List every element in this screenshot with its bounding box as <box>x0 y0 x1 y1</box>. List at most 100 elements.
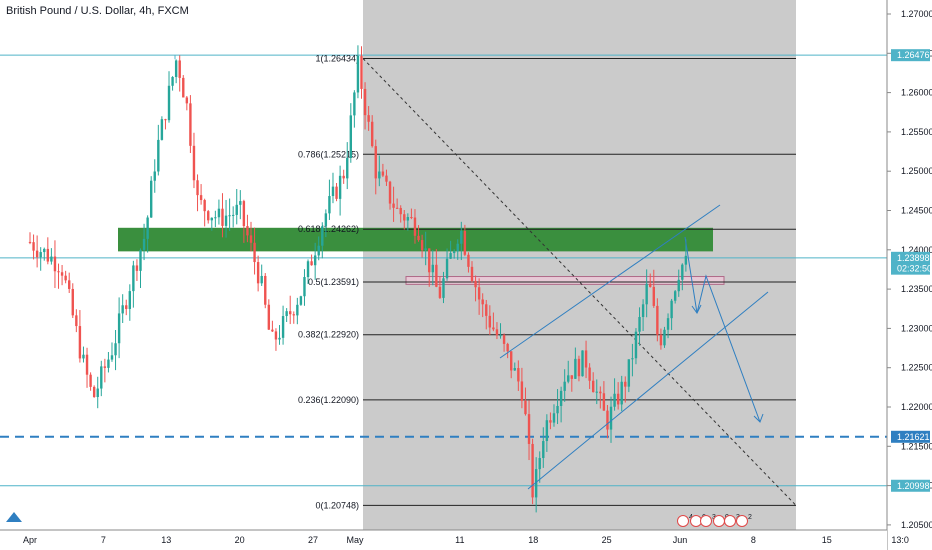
candle-body-70 <box>278 337 281 340</box>
price-tag-bg-4 <box>891 479 930 492</box>
candle-body-100 <box>385 175 388 182</box>
candle-body-166 <box>620 381 623 405</box>
candle-body-1 <box>32 242 35 251</box>
price-tick-label-6: 1.24000 <box>901 245 932 255</box>
candle-body-61 <box>246 226 249 236</box>
chart-title: British Pound / U.S. Dollar, 4h, FXCM <box>6 5 189 17</box>
candle-body-163 <box>609 406 613 430</box>
candle-body-60 <box>242 201 246 227</box>
candle-body-132 <box>499 335 502 337</box>
candle-body-138 <box>520 381 524 401</box>
candle-body-174 <box>649 283 652 287</box>
event-badge-label-0: 4 <box>689 514 693 521</box>
candle-body-19 <box>96 388 99 398</box>
candlesticks <box>28 45 688 513</box>
candle-body-69 <box>274 331 278 340</box>
candle-body-74 <box>292 314 295 316</box>
candle-body-31 <box>139 249 142 271</box>
candle-body-140 <box>527 414 531 444</box>
price-tag-label-0: 1.26476 <box>897 50 930 60</box>
candle-body-128 <box>485 304 488 316</box>
time-tick-label-3: 20 <box>235 535 245 545</box>
time-tick-label-4: 27 <box>308 535 318 545</box>
candle-body-167 <box>624 381 627 387</box>
projection-arrow-2 <box>753 413 764 423</box>
price-tag-label-3: 1.21621 <box>897 432 930 442</box>
time-axis-bg <box>0 530 887 550</box>
candle-body-111 <box>424 248 427 251</box>
candle-body-156 <box>584 350 588 368</box>
candle-body-89 <box>346 158 349 179</box>
candle-body-176 <box>656 305 659 335</box>
candle-body-90 <box>349 115 353 159</box>
fib-level-label-6: 0(1.20748) <box>315 500 359 510</box>
candle-body-155 <box>581 350 584 377</box>
time-tick-label-11: 15 <box>822 535 832 545</box>
event-badge-5 <box>736 515 748 527</box>
candle-body-110 <box>420 240 424 251</box>
price-tick-label-5: 1.24500 <box>901 206 932 216</box>
candle-body-112 <box>428 248 431 273</box>
event-badge-0 <box>677 515 689 527</box>
fib-level-label-3: 0.5(1.23591) <box>308 277 359 287</box>
candle-body-101 <box>388 181 392 204</box>
time-tick-label-6: 11 <box>455 535 464 545</box>
candle-body-137 <box>517 368 520 382</box>
candle-body-42 <box>178 60 181 78</box>
candle-body-170 <box>634 331 638 359</box>
candle-body-141 <box>531 443 534 498</box>
candle-body-109 <box>417 235 420 241</box>
candle-body-157 <box>588 367 591 381</box>
candle-body-152 <box>570 375 574 379</box>
candle-body-28 <box>128 291 132 309</box>
trend-drawings <box>499 204 769 490</box>
candle-body-147 <box>552 413 556 423</box>
price-tick-label-9: 1.22500 <box>901 363 932 373</box>
chart-misc: 463032 <box>6 512 752 527</box>
candle-body-43 <box>182 77 185 98</box>
candle-body-114 <box>435 264 438 287</box>
candle-body-33 <box>146 217 149 239</box>
candle-body-98 <box>378 171 381 179</box>
candle-body-126 <box>477 287 481 300</box>
candle-body-173 <box>645 283 648 305</box>
candle-body-9 <box>60 272 64 276</box>
candle-body-131 <box>495 329 499 336</box>
candle-body-0 <box>28 241 32 243</box>
candle-body-46 <box>192 145 196 181</box>
candle-body-44 <box>185 97 189 104</box>
candle-body-86 <box>335 186 338 199</box>
candle-body-13 <box>75 315 78 327</box>
candle-body-16 <box>85 354 89 375</box>
candle-body-11 <box>68 280 71 289</box>
candle-body-32 <box>142 238 146 250</box>
candle-body-92 <box>356 55 360 93</box>
candle-body-27 <box>125 305 128 309</box>
candle-body-76 <box>299 296 303 305</box>
time-tick-label-7: 18 <box>528 535 538 545</box>
candle-body-26 <box>121 305 124 314</box>
candle-body-8 <box>57 271 60 273</box>
price-tag-bg-1 <box>891 251 930 264</box>
price-axis-bg <box>887 0 932 550</box>
candle-body-77 <box>303 277 306 297</box>
candle-body-93 <box>360 55 363 89</box>
candle-body-30 <box>135 265 139 271</box>
projection-path <box>684 236 761 423</box>
candle-body-2 <box>35 250 39 258</box>
fib-shaded-region <box>363 0 796 530</box>
candle-body-36 <box>157 139 160 172</box>
price-tick-label-7: 1.23500 <box>901 284 932 294</box>
candle-body-95 <box>367 115 370 122</box>
candle-body-47 <box>196 180 199 196</box>
fib-level-label-0: 1(1.26434) <box>315 53 359 63</box>
candle-body-59 <box>239 201 242 205</box>
candle-body-21 <box>103 366 107 368</box>
candle-body-68 <box>271 329 274 332</box>
candle-body-52 <box>214 217 217 219</box>
candle-body-121 <box>460 230 463 244</box>
candle-body-159 <box>595 391 598 393</box>
candle-body-38 <box>164 119 167 121</box>
candle-body-106 <box>406 217 410 221</box>
candle-body-80 <box>313 255 317 266</box>
